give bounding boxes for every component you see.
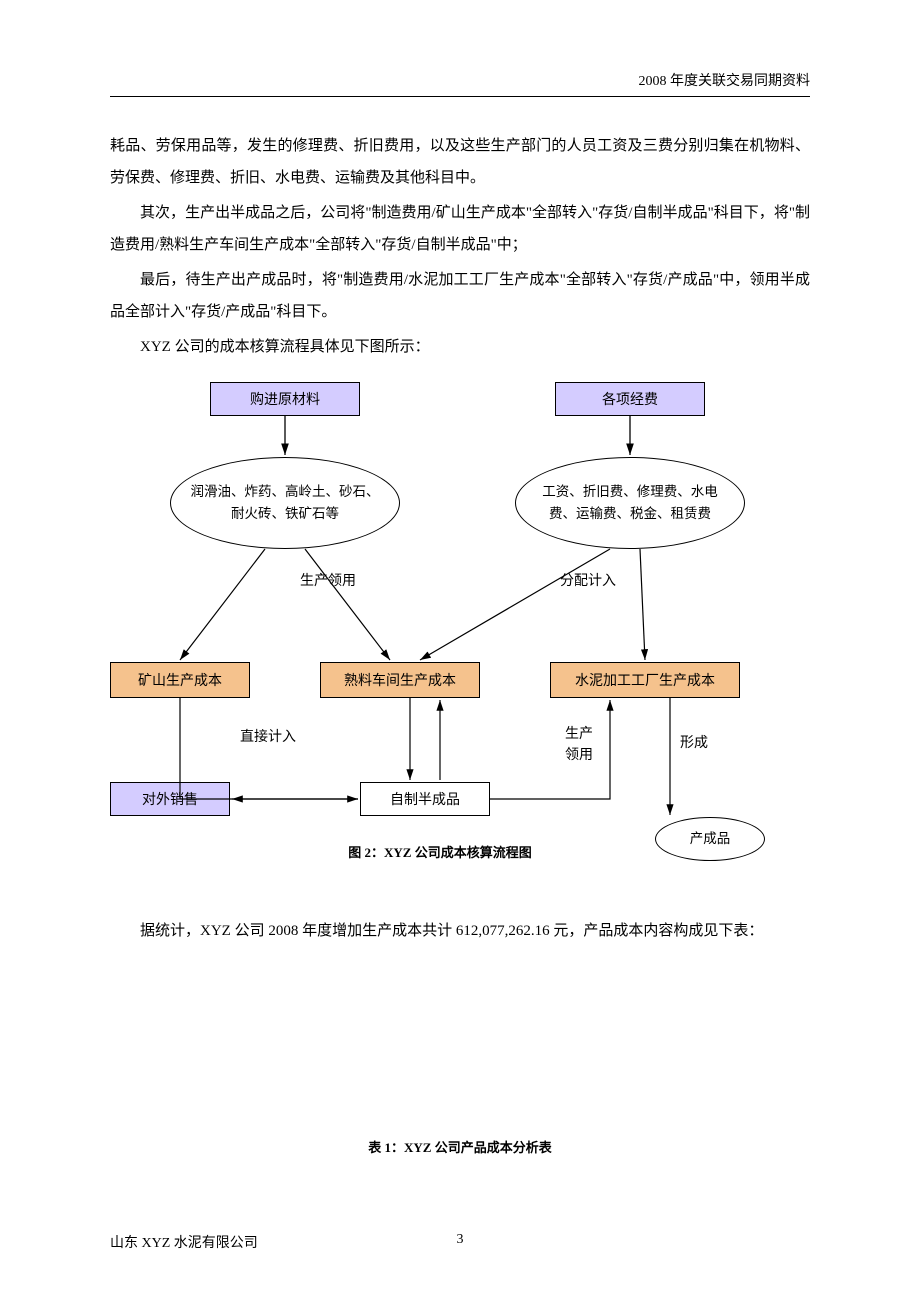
node-expenses: 各项经费 (555, 382, 705, 416)
paragraph-5: 据统计，XYZ 公司 2008 年度增加生产成本共计 612,077,262.1… (110, 916, 810, 948)
page-footer: 山东 XYZ 水泥有限公司 3 (110, 1232, 810, 1252)
edge-label-production-use-2: 生产领用 (565, 724, 595, 766)
node-cement-cost: 水泥加工工厂生产成本 (550, 662, 740, 698)
node-external-sales: 对外销售 (110, 782, 230, 816)
footer-page-number: 3 (457, 1232, 464, 1248)
node-semifinished: 自制半成品 (360, 782, 490, 816)
node-expense-list: 工资、折旧费、修理费、水电费、运输费、税金、租赁费 (515, 457, 745, 549)
edge-label-allocate: 分配计入 (560, 570, 616, 590)
footer-company: 山东 XYZ 水泥有限公司 (110, 1232, 258, 1252)
node-clinker-cost: 熟料车间生产成本 (320, 662, 480, 698)
paragraph-3: 最后，待生产出产成品时，将"制造费用/水泥加工工厂生产成本"全部转入"存货/产成… (110, 265, 810, 328)
paragraph-2: 其次，生产出半成品之后，公司将"制造费用/矿山生产成本"全部转入"存货/自制半成… (110, 198, 810, 261)
node-mine-cost: 矿山生产成本 (110, 662, 250, 698)
page-header: 2008 年度关联交易同期资料 (110, 70, 810, 97)
cost-flowchart: 购进原材料 各项经费 润滑油、炸药、高岭土、砂石、耐火砖、铁矿石等 工资、折旧费… (110, 382, 810, 902)
node-materials-list: 润滑油、炸药、高岭土、砂石、耐火砖、铁矿石等 (170, 457, 400, 549)
paragraph-1: 耗品、劳保用品等，发生的修理费、折旧费用，以及这些生产部门的人员工资及三费分别归… (110, 131, 810, 194)
edge-label-production-use-1: 生产领用 (300, 570, 356, 590)
node-purchase-materials: 购进原材料 (210, 382, 360, 416)
paragraph-4: XYZ 公司的成本核算流程具体见下图所示： (110, 332, 810, 364)
node-finished: 产成品 (655, 817, 765, 861)
table-caption: 表 1：XYZ 公司产品成本分析表 (110, 1137, 810, 1156)
edge-label-direct: 直接计入 (240, 726, 296, 746)
edge-label-form: 形成 (680, 732, 708, 752)
